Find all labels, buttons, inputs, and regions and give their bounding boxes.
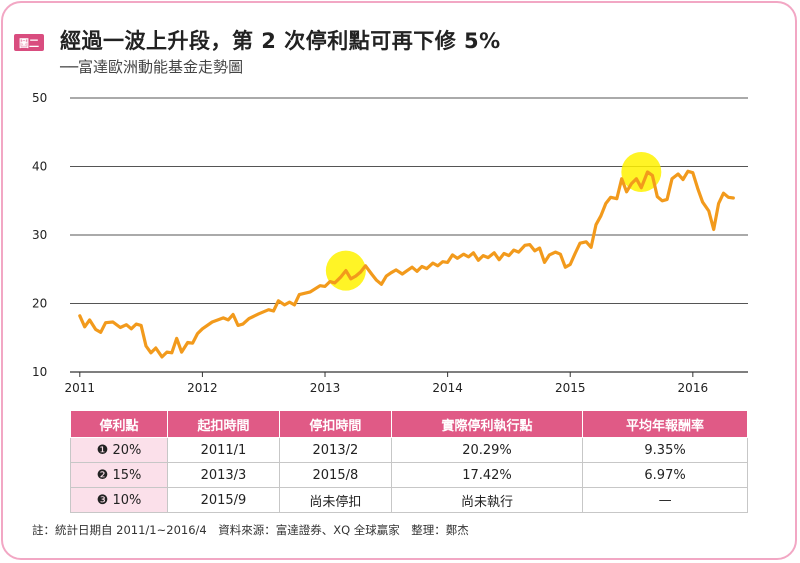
y-tick-label: 20	[32, 297, 47, 311]
cell-stop-point: ❶ 20%	[69, 437, 169, 463]
y-tick-label: 30	[32, 228, 47, 242]
y-tick-label: 40	[32, 160, 47, 174]
cell-annual-return: 9.35%	[582, 437, 748, 463]
cell-stop-date: 2013/2	[278, 437, 392, 463]
table-row: ❶ 20% 2011/1 2013/2 20.29% 9.35%	[69, 437, 748, 463]
x-tick-label: 2013	[310, 381, 341, 395]
header-stop-date: 停扣時間	[278, 410, 392, 438]
x-tick-label: 2016	[678, 381, 709, 395]
chart-area: 10 20 30 40 50 2011 2012 2013 2014 2015 2016	[32, 91, 748, 395]
cell-stop-point: ❸ 10%	[69, 487, 169, 513]
header-start-date: 起扣時間	[167, 410, 280, 438]
chart-subtitle: ──富達歐洲動能基金走勢圖	[60, 58, 244, 76]
cell-start-date: 2015/9	[167, 487, 280, 513]
x-tick-label: 2014	[432, 381, 463, 395]
figure-tag: 圖二	[14, 34, 44, 51]
cell-exec-point: 20.29%	[390, 437, 584, 463]
cell-start-date: 2011/1	[167, 437, 280, 463]
fund-price-line	[78, 169, 735, 359]
cell-stop-date: 2015/8	[278, 462, 392, 488]
y-tick-label: 50	[32, 91, 47, 105]
cell-stop-point: ❷ 15%	[69, 462, 169, 488]
chart-title: 經過一波上升段，第 2 次停利點可再下修 5%	[60, 29, 501, 53]
cell-annual-return: 6.97%	[582, 462, 748, 488]
cell-start-date: 2013/3	[167, 462, 280, 488]
cell-exec-point: 17.42%	[390, 462, 584, 488]
header-exec-point: 實際停利執行點	[390, 410, 584, 438]
x-tick-label: 2015	[555, 381, 586, 395]
line-chart: 10 20 30 40 50 2011 2012 2013 2014 2015 2016	[32, 91, 748, 395]
table-header-row: 停利點 起扣時間 停扣時間 實際停利執行點 平均年報酬率	[69, 410, 748, 438]
y-tick-label: 10	[32, 365, 47, 379]
stop-profit-table: 停利點 起扣時間 停扣時間 實際停利執行點 平均年報酬率 ❶ 20% 2011/…	[69, 410, 748, 513]
cell-stop-date: 尚未停扣	[278, 487, 392, 513]
header-annual-return: 平均年報酬率	[582, 410, 748, 438]
source-note: 註：統計日期自 2011/1~2016/4 資料來源：富達證券、XQ 全球贏家 …	[32, 523, 469, 537]
header-stop-point: 停利點	[69, 410, 169, 438]
cell-annual-return: —	[582, 487, 748, 513]
x-tick-label: 2012	[187, 381, 218, 395]
table-row: ❷ 15% 2013/3 2015/8 17.42% 6.97%	[69, 462, 748, 488]
x-tick-label: 2011	[65, 381, 96, 395]
table-row: ❸ 10% 2015/9 尚未停扣 尚未執行 —	[69, 487, 748, 513]
cell-exec-point: 尚未執行	[390, 487, 584, 513]
